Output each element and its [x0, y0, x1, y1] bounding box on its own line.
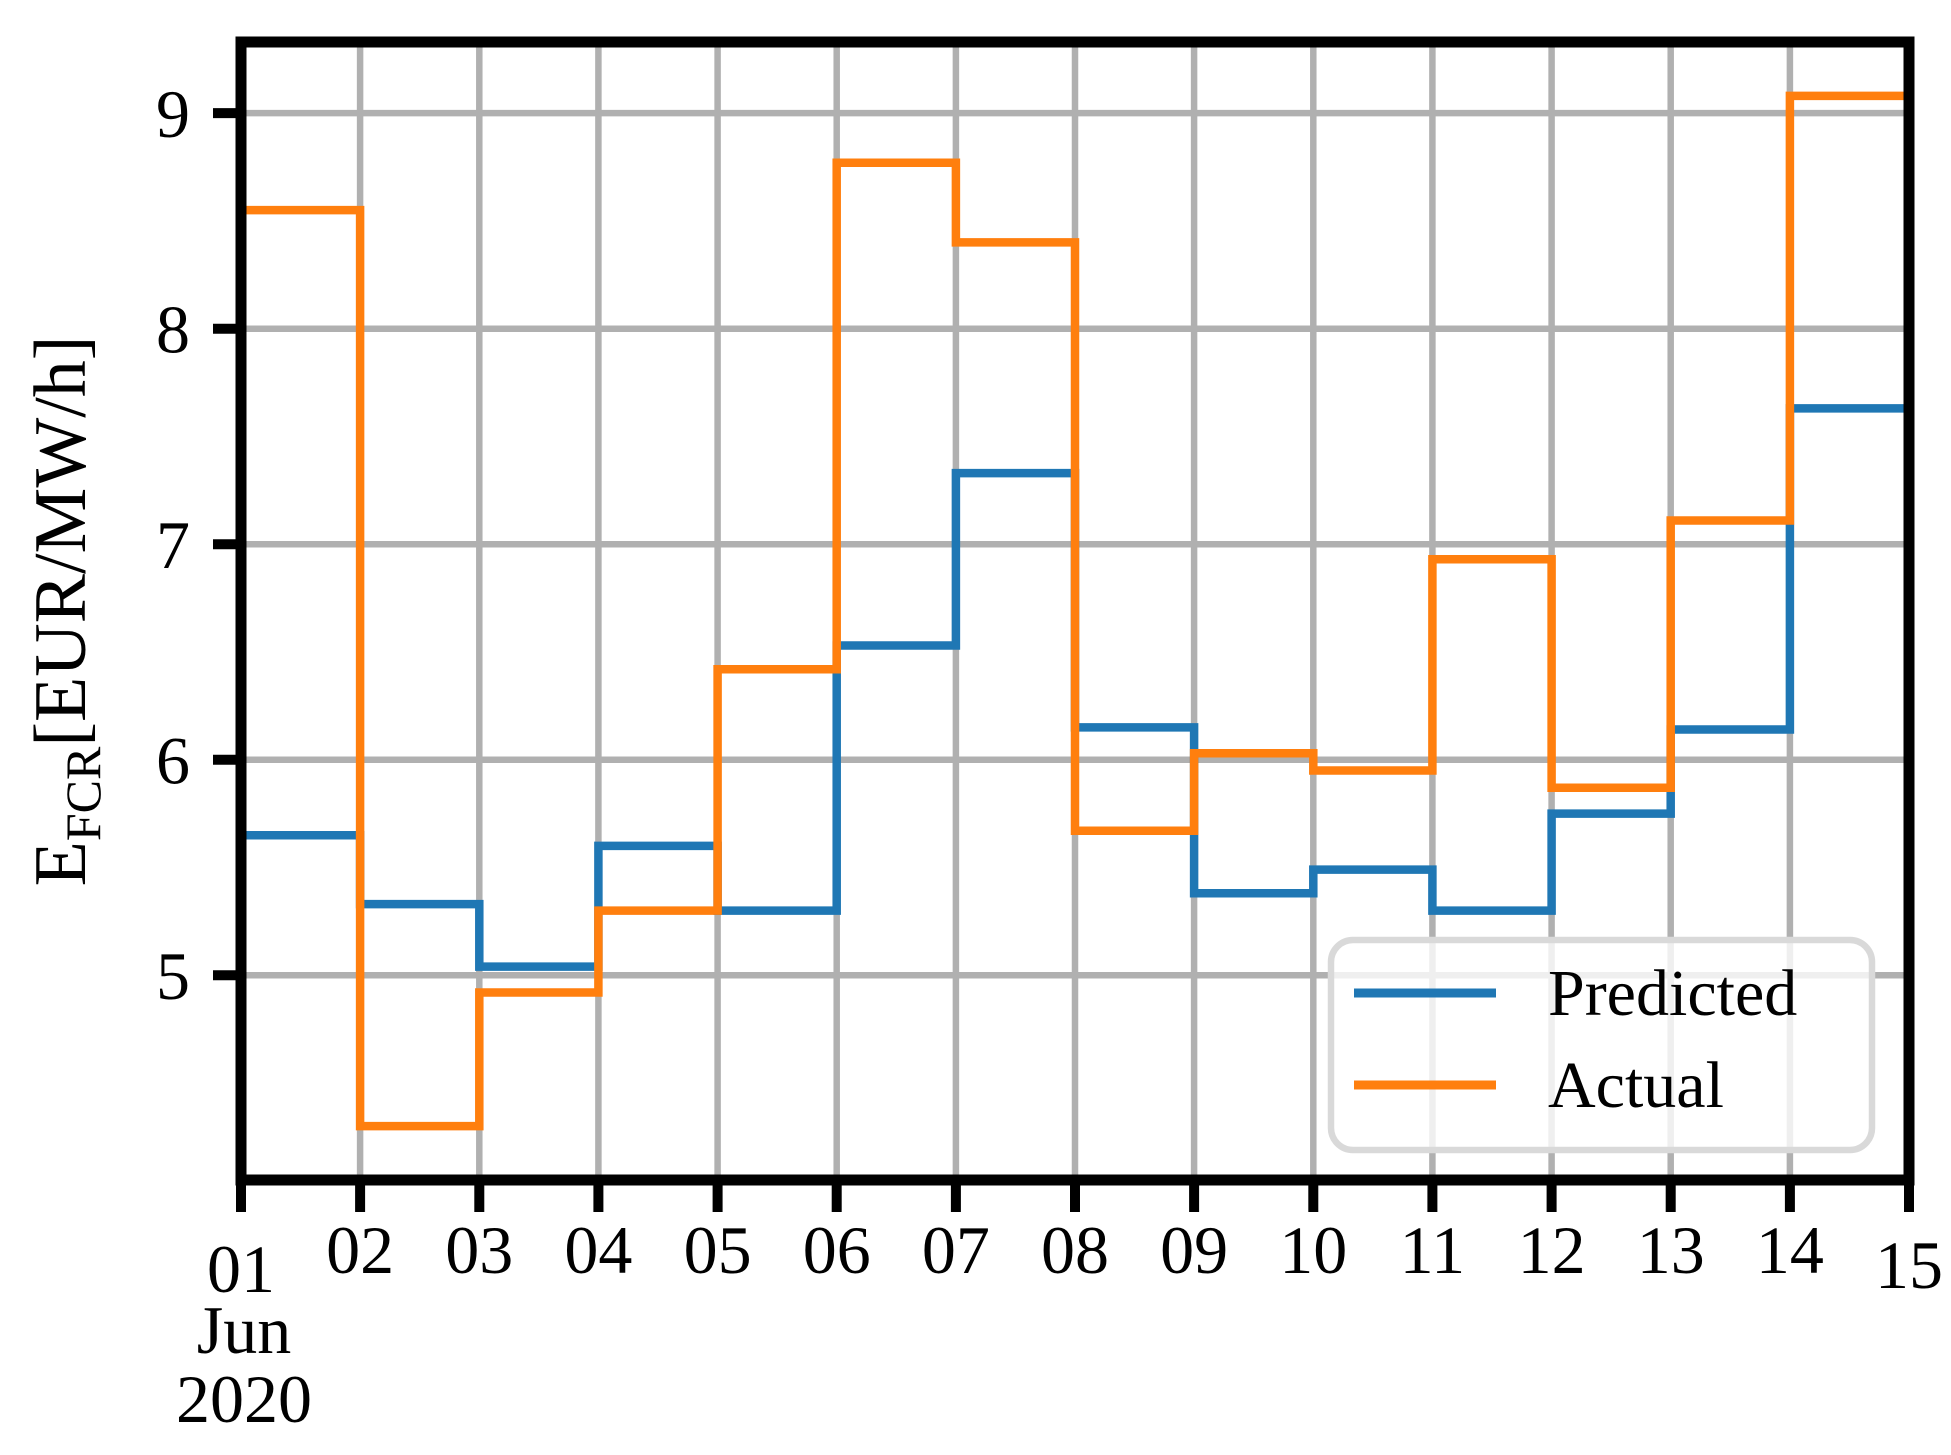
x-axis-month-label: Jun	[197, 1292, 291, 1368]
y-tick-label: 7	[156, 507, 190, 583]
y-axis: 5 6 7 8 9	[156, 76, 237, 1014]
x-tick-label: 08	[1041, 1212, 1109, 1288]
x-tick-label: 05	[684, 1212, 752, 1288]
x-tick-label: 11	[1400, 1212, 1465, 1288]
legend-label-predicted: Predicted	[1548, 957, 1797, 1030]
x-tick-label: 10	[1279, 1212, 1347, 1288]
x-axis-year-label: 2020	[176, 1361, 312, 1437]
y-tick-label: 5	[156, 938, 190, 1014]
legend-label-actual: Actual	[1548, 1049, 1724, 1122]
data-series	[241, 91, 1909, 1131]
x-tick-label: 14	[1756, 1212, 1824, 1288]
x-tick-label: 03	[445, 1212, 513, 1288]
x-tick-label: 06	[803, 1212, 871, 1288]
x-tick-label: 07	[922, 1212, 990, 1288]
y-tick-label: 8	[156, 292, 190, 368]
axes-spines	[235, 36, 1915, 1186]
x-tick-label: 09	[1160, 1212, 1228, 1288]
x-tick-label: 01	[207, 1231, 275, 1307]
x-tick-label: 12	[1518, 1212, 1586, 1288]
x-tick-label: 15	[1875, 1227, 1943, 1303]
x-tick-label: 02	[326, 1212, 394, 1288]
x-tick-label: 04	[564, 1212, 632, 1288]
x-tick-label: 13	[1637, 1212, 1705, 1288]
y-tick-label: 6	[156, 723, 190, 799]
legend: Predicted Actual	[1327, 936, 1876, 1154]
actual-step-line	[241, 91, 1909, 1131]
y-axis-label: EFCR[EUR/MW/h]	[20, 336, 111, 887]
y-tick-label: 9	[156, 76, 190, 152]
